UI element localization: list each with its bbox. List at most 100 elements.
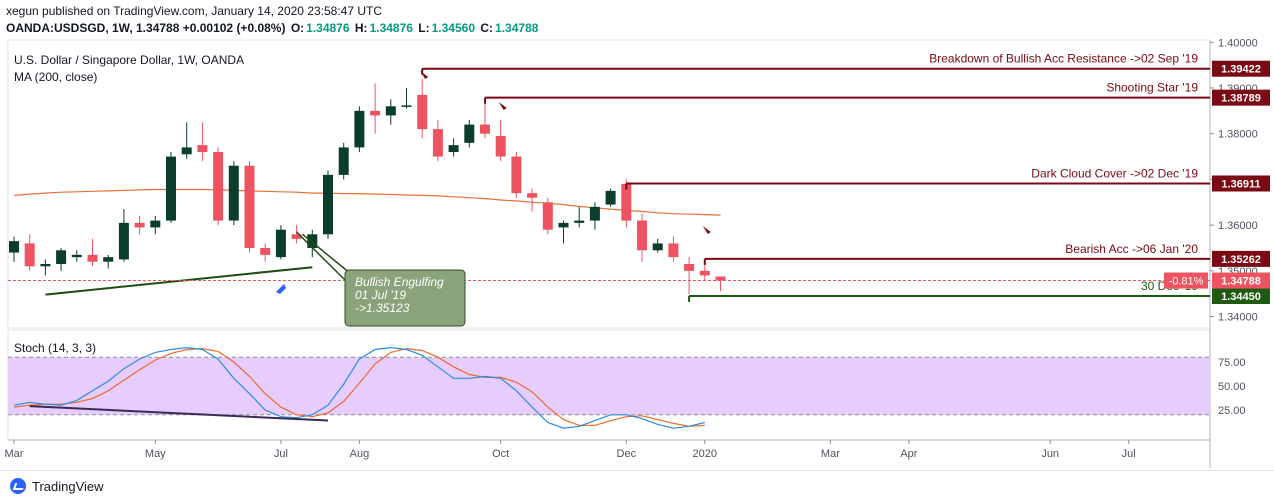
annotation-pointer xyxy=(296,231,346,281)
level-caption: Breakdown of Bullish Acc Resistance ->02… xyxy=(929,52,1198,66)
close-label: C: xyxy=(480,21,494,35)
time-tick-label: Mar xyxy=(5,448,24,460)
tradingview-logo[interactable]: TradingView xyxy=(10,478,104,494)
time-tick-label: Jul xyxy=(1122,448,1136,460)
stoch-k-line xyxy=(13,346,705,429)
level-caption: Bearish Acc ->06 Jan '20 xyxy=(1065,242,1198,256)
ma-200-line xyxy=(13,188,721,216)
candle-body xyxy=(480,124,490,134)
price-tick-label: 1.40000 xyxy=(1218,37,1258,49)
candle-body xyxy=(40,264,51,267)
symbol-ohlc: OANDA:USDSGD, 1W, 1.34788 +0.00102 (+0.0… xyxy=(6,21,540,35)
candle-body xyxy=(213,152,224,221)
candle-body xyxy=(527,193,538,198)
candle-body xyxy=(621,184,632,221)
candle-body xyxy=(166,156,176,221)
annotation-pointer xyxy=(302,233,352,275)
close-value: 1.34788 xyxy=(495,21,539,35)
candle-body xyxy=(71,254,82,258)
candle-body xyxy=(134,222,145,228)
time-tick-label: Jun xyxy=(1041,448,1059,460)
level-price-label: 1.39422 xyxy=(1221,64,1261,76)
sell-arrow-icon xyxy=(702,226,711,234)
level-price-label: 1.36911 xyxy=(1221,178,1260,190)
stoch-band xyxy=(8,357,1210,415)
price-tick-label: 1.36000 xyxy=(1218,220,1258,232)
candle-body xyxy=(354,110,365,148)
tradingview-brand: TradingView xyxy=(32,478,104,494)
time-tick-label: 2020 xyxy=(693,448,717,460)
level-caption: Dark Cloud Cover ->02 Dec '19 xyxy=(1031,166,1198,180)
time-tick-label: Jul xyxy=(274,448,288,460)
candle-body xyxy=(260,248,271,255)
candle-body xyxy=(652,243,663,251)
candle-body xyxy=(87,254,98,262)
last-price-label: 1.34788 xyxy=(1221,276,1261,288)
candle-body xyxy=(637,220,647,251)
level-price-tag xyxy=(1212,250,1270,267)
price-tick-label: 1.38000 xyxy=(1218,129,1258,141)
candle-body xyxy=(24,243,35,267)
candle-body xyxy=(370,110,381,116)
candle-body xyxy=(181,147,192,155)
annotation-box xyxy=(344,269,466,327)
level-price-tag xyxy=(1212,175,1270,192)
candle-body xyxy=(495,136,506,157)
annotation-text: ->1.35123 xyxy=(355,301,410,315)
stoch-tick-label: 25.00 xyxy=(1218,405,1246,417)
chart-header: xegun published on TradingView.com, Janu… xyxy=(0,0,1274,40)
candle-body xyxy=(715,276,726,281)
level-price-tag xyxy=(1212,60,1270,77)
candle-body xyxy=(668,243,679,258)
candle-body xyxy=(9,241,19,253)
candle-body xyxy=(56,250,67,264)
last-change-label: -0.81% xyxy=(1169,276,1204,288)
candle-body xyxy=(605,190,616,205)
level-price-label: 1.34450 xyxy=(1221,291,1261,303)
candle-body xyxy=(558,222,569,228)
level-caption: Shooting Star '19 xyxy=(1106,81,1198,95)
level-price-label: 1.38789 xyxy=(1221,93,1261,105)
stoch-tick-label: 50.00 xyxy=(1218,381,1246,393)
level-price-tag xyxy=(1212,288,1270,304)
stoch-d-line xyxy=(13,347,705,427)
high-value: 1.34876 xyxy=(369,21,413,35)
stoch-tick-label: 75.00 xyxy=(1218,357,1246,369)
annotation-text: Bullish Engulfing xyxy=(355,275,444,289)
candle-body xyxy=(432,129,443,157)
candle-body xyxy=(684,264,695,271)
annotation-text: 01 Jul '19 xyxy=(355,288,406,302)
time-tick-label: Aug xyxy=(350,448,370,460)
candle-body xyxy=(323,174,333,235)
candle-body xyxy=(275,229,286,258)
tradingview-icon xyxy=(10,478,26,494)
chart-title: U.S. Dollar / Singapore Dollar, 1W, OAND… xyxy=(14,53,244,67)
time-tick-label: Mar xyxy=(821,448,840,460)
time-tick-label: Apr xyxy=(900,448,917,460)
candle-body xyxy=(589,206,600,221)
time-tick-label: Oct xyxy=(492,448,509,460)
candle-body xyxy=(291,234,302,239)
candle-body xyxy=(699,270,710,276)
sell-arrow-icon xyxy=(498,102,507,110)
chart-canvas[interactable]: 1.400001.390001.380001.370001.360001.350… xyxy=(0,0,1274,470)
open-value: 1.34876 xyxy=(306,21,350,35)
candle-body xyxy=(542,202,553,230)
ma-legend: MA (200, close) xyxy=(14,70,97,84)
candle-body xyxy=(197,145,208,152)
candle-body xyxy=(464,124,475,143)
stoch-divergence-line xyxy=(29,405,329,422)
publish-info: xegun published on TradingView.com, Janu… xyxy=(6,4,383,18)
buy-arrow-icon xyxy=(276,284,286,294)
high-label: H: xyxy=(354,21,368,35)
low-value: 1.34560 xyxy=(431,21,476,35)
candle-body xyxy=(417,94,428,130)
price-tick-label: 1.34000 xyxy=(1218,312,1258,324)
footer: TradingView xyxy=(0,470,1274,503)
level-price-label: 1.35262 xyxy=(1221,254,1261,266)
candle-body xyxy=(118,222,129,260)
level-price-tag xyxy=(1212,89,1270,106)
sell-arrow-icon xyxy=(420,71,429,79)
candle-body xyxy=(511,156,522,194)
last-change-tag xyxy=(1164,272,1208,289)
